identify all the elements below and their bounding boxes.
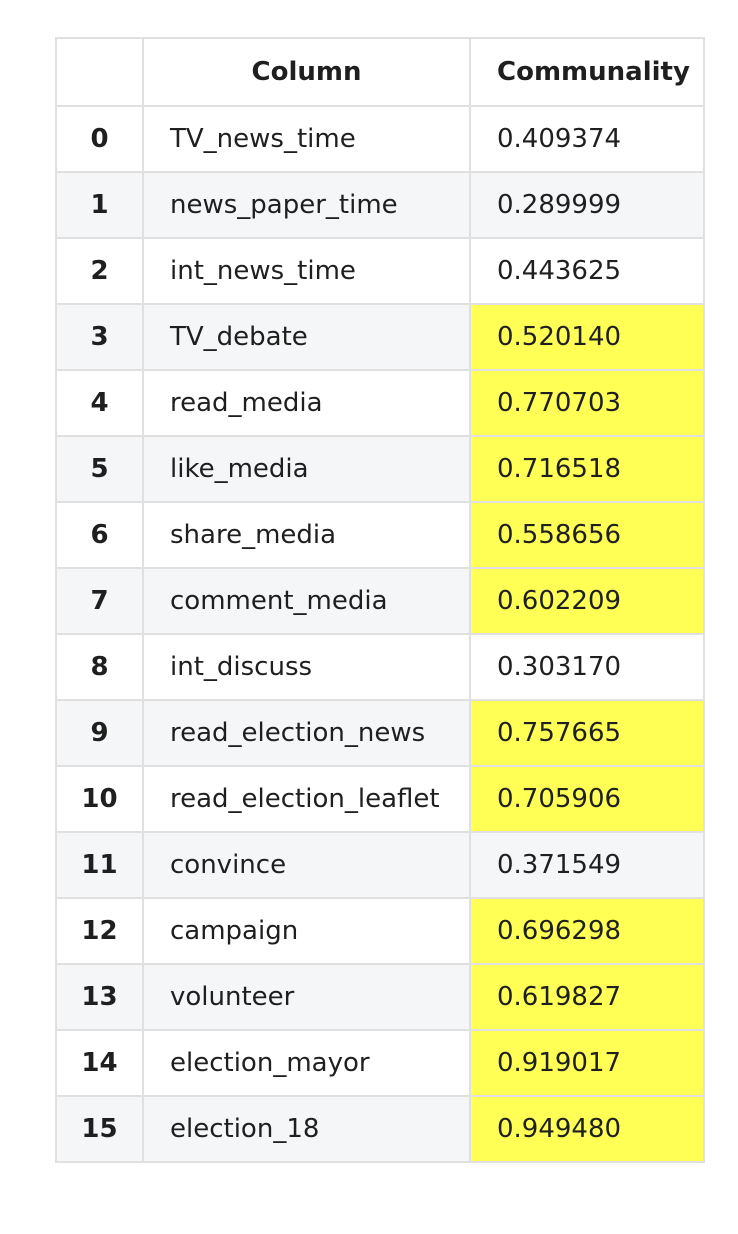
row-index: 4: [55, 369, 144, 437]
row-index: 15: [55, 1095, 144, 1163]
row-index: 1: [55, 171, 144, 239]
table-header: Column Communality: [55, 37, 705, 107]
header-column: Column: [142, 37, 471, 107]
communality-cell: 0.371549: [469, 831, 705, 899]
row-index: 11: [55, 831, 144, 899]
row-index: 8: [55, 633, 144, 701]
row-index: 0: [55, 105, 144, 173]
table-row: 13 volunteer 0.619827: [55, 963, 705, 1031]
table-row: 9 read_election_news 0.757665: [55, 699, 705, 767]
row-index: 9: [55, 699, 144, 767]
column-name-cell: campaign: [142, 897, 471, 965]
communality-cell: 0.303170: [469, 633, 705, 701]
column-name-cell: read_media: [142, 369, 471, 437]
table-row: 15 election_18 0.949480: [55, 1095, 705, 1163]
row-index: 2: [55, 237, 144, 305]
communality-cell-highlighted: 0.705906: [469, 765, 705, 833]
column-name-cell: int_discuss: [142, 633, 471, 701]
column-name-cell: comment_media: [142, 567, 471, 635]
communality-cell-highlighted: 0.520140: [469, 303, 705, 371]
column-name-cell: read_election_news: [142, 699, 471, 767]
communality-cell-highlighted: 0.919017: [469, 1029, 705, 1097]
header-row: Column Communality: [55, 37, 705, 107]
column-name-cell: share_media: [142, 501, 471, 569]
table-row: 6 share_media 0.558656: [55, 501, 705, 569]
table-row: 14 election_mayor 0.919017: [55, 1029, 705, 1097]
table-row: 7 comment_media 0.602209: [55, 567, 705, 635]
communality-cell: 0.289999: [469, 171, 705, 239]
column-name-cell: int_news_time: [142, 237, 471, 305]
table-row: 10 read_election_leaflet 0.705906: [55, 765, 705, 833]
column-name-cell: election_18: [142, 1095, 471, 1163]
table-row: 8 int_discuss 0.303170: [55, 633, 705, 701]
communality-cell-highlighted: 0.716518: [469, 435, 705, 503]
row-index: 6: [55, 501, 144, 569]
communality-cell-highlighted: 0.696298: [469, 897, 705, 965]
table-row: 2 int_news_time 0.443625: [55, 237, 705, 305]
row-index: 13: [55, 963, 144, 1031]
row-index: 12: [55, 897, 144, 965]
communality-cell-highlighted: 0.602209: [469, 567, 705, 635]
table-body: 0 TV_news_time 0.409374 1 news_paper_time 0.2…: [55, 105, 705, 1163]
table-row: 3 TV_debate 0.520140: [55, 303, 705, 371]
header-index: [55, 37, 144, 107]
communality-cell: 0.443625: [469, 237, 705, 305]
column-name-cell: like_media: [142, 435, 471, 503]
column-name-cell: news_paper_time: [142, 171, 471, 239]
column-name-cell: election_mayor: [142, 1029, 471, 1097]
column-name-cell: volunteer: [142, 963, 471, 1031]
table-row: 4 read_media 0.770703: [55, 369, 705, 437]
table-row: 1 news_paper_time 0.289999: [55, 171, 705, 239]
row-index: 7: [55, 567, 144, 635]
row-index: 10: [55, 765, 144, 833]
communality-cell-highlighted: 0.949480: [469, 1095, 705, 1163]
communality-table: Column Communality 0 TV_news_time 0.409374…: [55, 37, 705, 1163]
communality-cell-highlighted: 0.770703: [469, 369, 705, 437]
row-index: 5: [55, 435, 144, 503]
table-row: 0 TV_news_time 0.409374: [55, 105, 705, 173]
communality-cell-highlighted: 0.558656: [469, 501, 705, 569]
column-name-cell: convince: [142, 831, 471, 899]
row-index: 3: [55, 303, 144, 371]
column-name-cell: read_election_leaflet: [142, 765, 471, 833]
header-communality: Communality: [469, 37, 705, 107]
column-name-cell: TV_news_time: [142, 105, 471, 173]
table-row: 5 like_media 0.716518: [55, 435, 705, 503]
communality-table-container: Column Communality 0 TV_news_time 0.409374…: [55, 37, 705, 1163]
row-index: 14: [55, 1029, 144, 1097]
communality-cell-highlighted: 0.619827: [469, 963, 705, 1031]
communality-cell: 0.409374: [469, 105, 705, 173]
table-row: 12 campaign 0.696298: [55, 897, 705, 965]
communality-cell-highlighted: 0.757665: [469, 699, 705, 767]
column-name-cell: TV_debate: [142, 303, 471, 371]
table-row: 11 convince 0.371549: [55, 831, 705, 899]
